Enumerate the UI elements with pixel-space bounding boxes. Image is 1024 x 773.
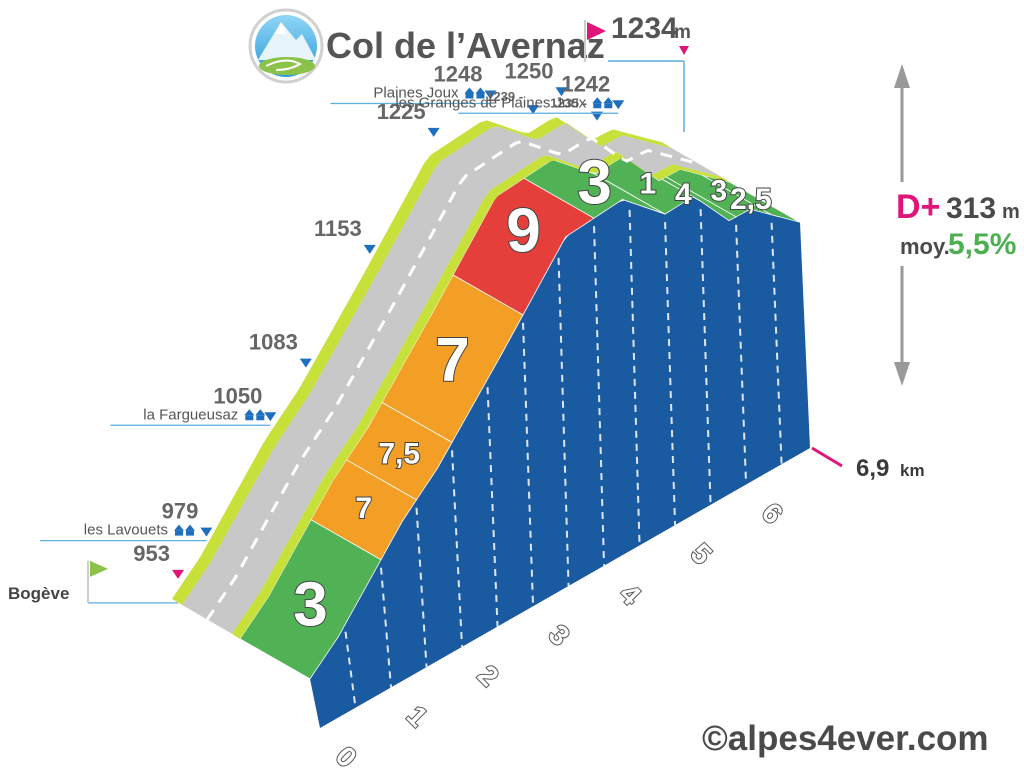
altitude-marker-icon xyxy=(264,412,277,422)
house-icon xyxy=(256,415,265,421)
summit-altitude: 1234 xyxy=(611,12,678,45)
house-icon xyxy=(175,530,183,536)
house-icon xyxy=(185,524,195,531)
grade-label: 9 xyxy=(506,197,540,266)
house-icon xyxy=(186,530,194,536)
house-icon xyxy=(255,409,266,416)
grade-label: 3 xyxy=(710,175,727,208)
house-icon xyxy=(476,93,485,99)
grade-label: 3 xyxy=(293,571,327,640)
grade-label: 7 xyxy=(435,326,469,395)
arrow-up-icon xyxy=(894,64,910,88)
place-label: les Lavouets xyxy=(84,522,168,539)
altitude-label: 953 xyxy=(133,541,170,566)
total-distance-unit: km xyxy=(900,461,925,480)
copyright: ©alpes4ever.com xyxy=(702,719,989,758)
km-tick-label: 3 xyxy=(543,619,576,652)
grade-band xyxy=(239,155,801,680)
altitude-marker-icon xyxy=(427,127,440,137)
house-icon xyxy=(465,93,474,99)
average-value: 5,5% xyxy=(948,228,1016,261)
profile-wall xyxy=(310,197,810,728)
grade-label: 7 xyxy=(355,492,372,525)
house-icon xyxy=(245,415,254,421)
road-centerline xyxy=(205,136,698,621)
road-strip xyxy=(182,123,722,634)
grade-label: 4 xyxy=(675,178,692,211)
dplus-label: D+ xyxy=(896,188,940,226)
place-label: la Fargueusaz xyxy=(143,406,238,423)
grade-label: 2,5 xyxy=(730,183,772,216)
place-label: Plaines Joux xyxy=(373,85,459,102)
altitude-marker-icon xyxy=(484,90,497,100)
gain-stats: D+ 313 m moy. 5,5% xyxy=(888,64,1020,386)
altitude-marker-icon xyxy=(590,111,603,121)
km-dash-line xyxy=(770,222,783,465)
altitude-marker-icon xyxy=(527,105,540,115)
km-dash-line xyxy=(486,387,499,627)
km-dash-line xyxy=(451,450,464,647)
altitude-label: 979 xyxy=(162,499,199,524)
start-flag-icon xyxy=(90,560,108,577)
km-dash-line xyxy=(664,222,677,526)
altitude-label: 1153 xyxy=(314,216,362,241)
km-dash-lines xyxy=(344,209,783,708)
altitude-marker-icon xyxy=(299,358,312,368)
house-icon xyxy=(604,103,613,109)
house-icon xyxy=(592,97,603,104)
grade-label: 1 xyxy=(639,167,656,200)
road-surface xyxy=(182,123,722,634)
house-icon xyxy=(174,524,184,531)
km-dash-line xyxy=(699,209,712,505)
place-label: Bogève xyxy=(8,584,69,603)
summit-marker-icon xyxy=(679,46,689,55)
grade-label: 7,5 xyxy=(378,437,420,470)
header: Col de l’Avernaz 1234 m xyxy=(248,8,691,132)
altitude-label: 1242 xyxy=(561,71,610,96)
average-label: moy. xyxy=(900,234,950,259)
km-tick-label: 0 xyxy=(330,740,363,768)
grade-label: 3 xyxy=(577,149,611,218)
dplus-value: 313 xyxy=(946,192,996,225)
km-dash-line xyxy=(628,209,641,546)
km-tick-label: 6 xyxy=(756,497,789,530)
altitude-marker-icon xyxy=(363,244,376,254)
altitude-marker-icon xyxy=(612,100,625,110)
altitude-marker-icon xyxy=(200,527,213,537)
house-icon xyxy=(475,87,486,94)
house-icon xyxy=(464,87,475,94)
arrow-down-icon xyxy=(894,362,910,386)
place-label: les Granges de Plaines Joux xyxy=(395,94,586,111)
total-distance-value: 6,9 xyxy=(856,455,889,482)
altitude-label: 1050 xyxy=(213,383,262,408)
altitude-marker-icon xyxy=(555,87,568,97)
house-icon xyxy=(603,97,614,104)
house-icon xyxy=(593,103,602,109)
km-dash-line xyxy=(522,322,535,607)
summit-unit: m xyxy=(674,22,691,43)
km-tick-label: 5 xyxy=(685,537,718,570)
total-distance: 6,9 km xyxy=(811,446,925,482)
altitude-label: 1250 xyxy=(505,58,554,83)
dplus-unit: m xyxy=(1002,201,1020,223)
altitude-label: 1235 - xyxy=(550,96,587,111)
page-title: Col de l’Avernaz xyxy=(326,25,605,66)
house-icon xyxy=(244,409,255,416)
km-dash-line xyxy=(735,224,748,485)
altitude-marker-icon xyxy=(172,569,184,579)
km-tick-label: 1 xyxy=(401,700,434,733)
km-tick-label: 2 xyxy=(472,659,505,692)
altitude-label: 1239 - xyxy=(486,89,523,104)
km-dash-line xyxy=(557,257,570,587)
altitude-label: 1083 xyxy=(249,330,298,355)
km-dash-line xyxy=(415,507,428,668)
altitude-label: 1248 xyxy=(434,62,483,87)
km-dash-line xyxy=(593,226,606,566)
summit-flag-icon xyxy=(584,20,606,62)
km-tick-label: 4 xyxy=(614,578,647,611)
